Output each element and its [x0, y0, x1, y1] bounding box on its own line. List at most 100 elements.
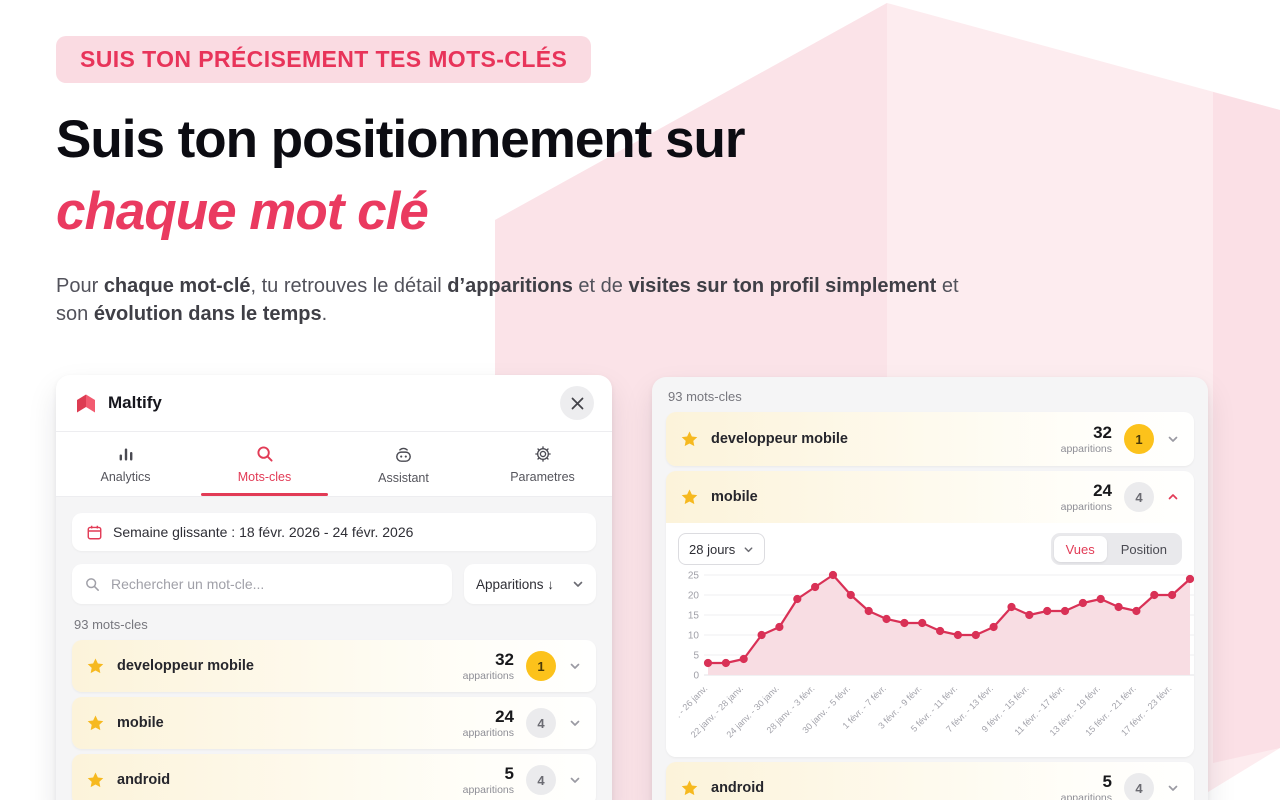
close-icon[interactable] [560, 386, 594, 420]
toggle-position[interactable]: Position [1120, 541, 1167, 557]
keyword-stats: 5 apparitions [1061, 773, 1112, 800]
apparitions-unit: apparitions [1060, 791, 1112, 800]
star-icon[interactable] [86, 657, 105, 676]
keyword-name: android [117, 772, 171, 788]
para-seg: Pour [56, 275, 104, 297]
sort-label: Apparitions ↓ [476, 576, 555, 592]
title-line-1: Suis ton positionnement sur [56, 110, 746, 169]
tab-label: Parametres [510, 470, 575, 484]
position-badge: 1 [526, 651, 556, 681]
keyword-stats: 24 apparitions [1061, 482, 1112, 513]
apparitions-unit: apparitions [1060, 442, 1112, 455]
search-icon [255, 444, 275, 464]
metric-toggle: Vues Position [1050, 533, 1182, 565]
keyword-search [72, 564, 452, 604]
keyword-stats: 24 apparitions [463, 708, 514, 739]
apparitions-unit: apparitions [462, 783, 514, 796]
tab-label: Mots-cles [237, 470, 292, 484]
star-icon[interactable] [680, 488, 699, 507]
svg-text:20: 20 [688, 591, 700, 602]
tab-label: Assistant [378, 470, 429, 485]
apparitions-count: 5 [1102, 771, 1112, 791]
chevron-down-icon [572, 578, 584, 590]
tab-analytics[interactable]: Analytics [56, 432, 195, 496]
title-line-2: chaque mot clé [56, 182, 429, 241]
apparitions-count: 24 [1093, 480, 1112, 500]
keyword-row-developpeur-mobile[interactable]: developpeur mobile 32 apparitions 1 [72, 640, 596, 692]
chevron-down-icon[interactable] [568, 773, 582, 787]
search-icon [84, 576, 101, 593]
eyebrow-badge: SUIS TON PRÉCISEMENT TES MOTS-CLÉS [56, 36, 592, 83]
date-range-picker[interactable]: Semaine glissante : 18 févr. 2026 - 24 f… [72, 513, 596, 551]
tab-parametres[interactable]: Parametres [473, 432, 612, 496]
svg-text:5: 5 [693, 651, 699, 662]
keyword-row-mobile[interactable]: mobile 24 apparitions 4 [72, 697, 596, 749]
para-seg-bold: d’apparitions [447, 275, 573, 297]
star-icon[interactable] [680, 430, 699, 449]
chevron-up-icon[interactable] [1166, 490, 1180, 504]
apparitions-count: 5 [504, 763, 514, 783]
svg-text:15: 15 [688, 611, 700, 622]
para-seg-bold: chaque mot-clé [103, 275, 251, 297]
para-seg-bold: visites sur ton profil simplement [628, 275, 937, 297]
keyword-row-android[interactable]: android 5 apparitions 4 [72, 754, 596, 800]
keyword-row-android[interactable]: android 5 apparitions 4 [666, 762, 1194, 800]
apparitions-unit: apparitions [1060, 500, 1112, 513]
position-badge: 4 [1124, 773, 1154, 800]
para-seg: et son [56, 275, 959, 325]
bar-chart-icon [116, 444, 136, 464]
position-badge: 1 [1124, 424, 1154, 454]
search-input[interactable] [109, 575, 440, 593]
keyword-stats: 32 apparitions [1061, 424, 1112, 455]
gear-icon [533, 444, 553, 464]
para-seg: , tu retrouves le détail [250, 275, 448, 297]
keyword-stats: 5 apparitions [463, 765, 514, 796]
date-range-label: Semaine glissante : 18 févr. 2026 - 24 f… [113, 524, 414, 540]
maltify-logo-icon [74, 391, 98, 415]
tab-bar: Analytics Mots-cles Assistant Parametres [56, 431, 612, 496]
keywords-panel: Semaine glissante : 18 févr. 2026 - 24 f… [56, 496, 612, 800]
period-label: 28 jours [689, 541, 736, 557]
keyword-name: mobile [117, 715, 164, 731]
svg-text:0: 0 [693, 671, 699, 682]
star-icon[interactable] [86, 714, 105, 733]
keyword-row-developpeur-mobile[interactable]: developpeur mobile 32 apparitions 1 [666, 412, 1194, 466]
app-window: Maltify Analytics Mots-cles [56, 375, 612, 800]
keyword-chart-panel: 28 jours Vues Position 051015202520 janv… [666, 523, 1194, 757]
svg-text:25: 25 [688, 571, 700, 582]
keyword-name: developpeur mobile [117, 658, 254, 674]
position-badge: 4 [526, 765, 556, 795]
star-icon[interactable] [86, 771, 105, 790]
star-icon[interactable] [680, 779, 699, 798]
tab-assistant[interactable]: Assistant [334, 432, 473, 496]
keyword-stats: 32 apparitions [463, 651, 514, 682]
keywords-count: 93 mots-cles [74, 617, 148, 632]
keyword-name: developpeur mobile [711, 431, 848, 447]
period-dropdown[interactable]: 28 jours [678, 533, 766, 565]
brand-name: Maltify [108, 393, 162, 412]
tab-mots-cles[interactable]: Mots-cles [195, 432, 334, 496]
svg-text:10: 10 [688, 631, 700, 642]
position-badge: 4 [526, 708, 556, 738]
chevron-down-icon[interactable] [1166, 781, 1180, 795]
calendar-icon [86, 524, 103, 541]
toggle-vues[interactable]: Vues [1053, 536, 1107, 562]
para-seg-bold: évolution dans le temps [93, 303, 322, 325]
keyword-row-mobile-expanded: mobile 24 apparitions 4 28 jours Vues Po [666, 471, 1194, 757]
apparitions-unit: apparitions [462, 726, 514, 739]
hero-paragraph: Pour chaque mot-clé, tu retrouves le dét… [56, 272, 986, 328]
keyword-chart: 051015202520 janv. - 26 janv.22 janv. - … [678, 571, 1194, 740]
para-seg: et de [572, 275, 629, 297]
keyword-name: android [711, 780, 765, 796]
chevron-down-icon[interactable] [568, 716, 582, 730]
keywords-count: 93 mots-cles [668, 389, 742, 404]
sort-dropdown[interactable]: Apparitions ↓ [464, 564, 596, 604]
keyword-name: mobile [711, 489, 758, 505]
chevron-down-icon [743, 544, 754, 555]
page-title: Suis ton positionnement sur chaque mot c… [56, 104, 746, 248]
apparitions-unit: apparitions [462, 669, 514, 682]
keyword-row-mobile[interactable]: mobile 24 apparitions 4 [666, 471, 1194, 523]
tab-label: Analytics [100, 470, 151, 484]
chevron-down-icon[interactable] [568, 659, 582, 673]
chevron-down-icon[interactable] [1166, 432, 1180, 446]
